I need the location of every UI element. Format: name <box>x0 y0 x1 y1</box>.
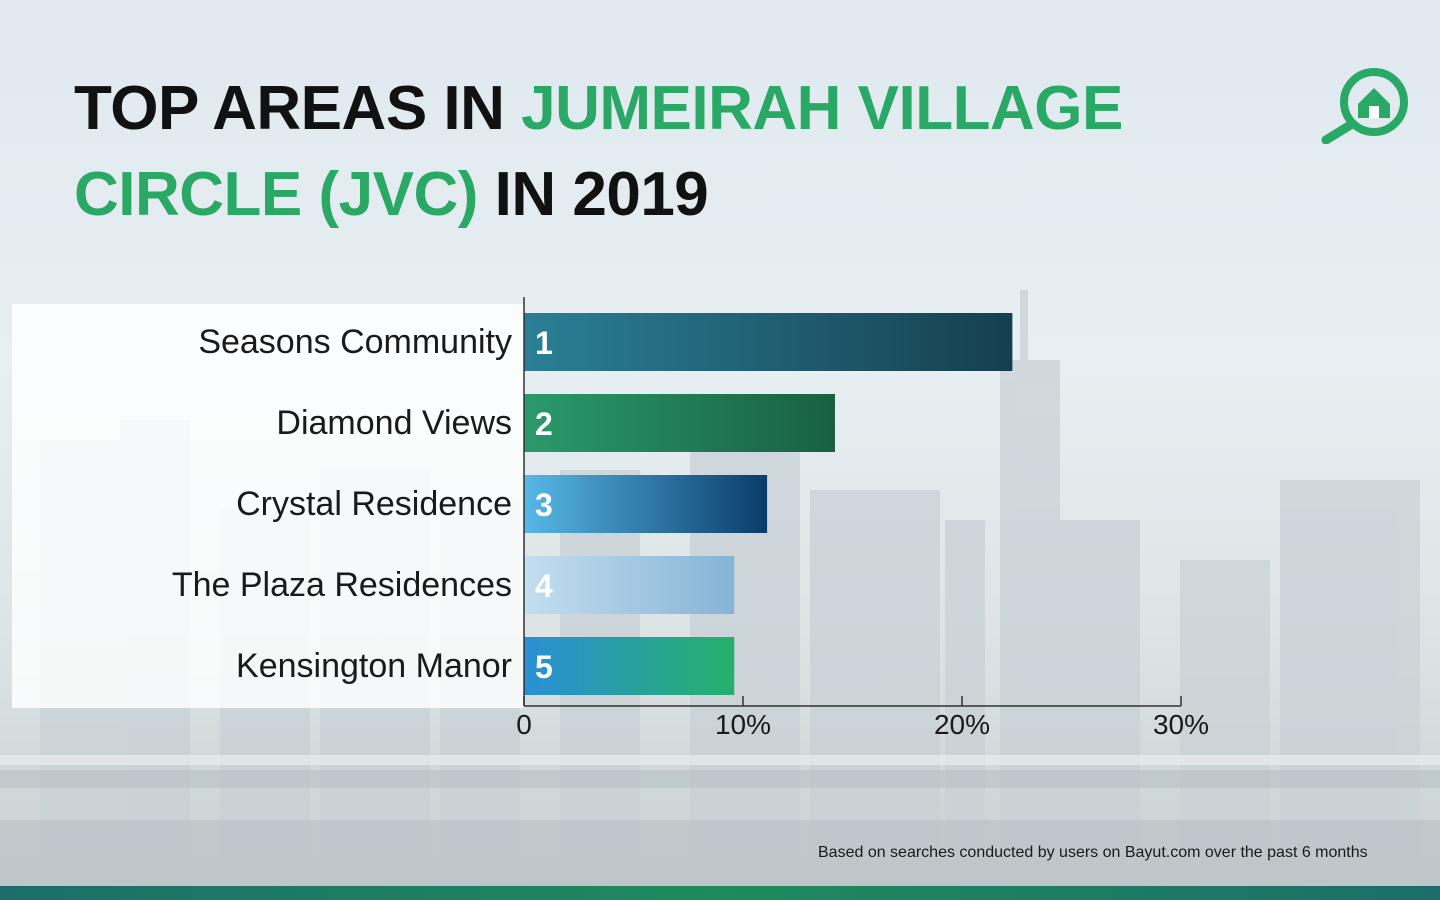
bar-rank-label: 2 <box>535 406 553 442</box>
footnote: Based on searches conducted by users on … <box>818 844 1368 861</box>
bar-4 <box>524 556 735 614</box>
axis-group: 0 10% 20% 30% <box>516 297 1209 740</box>
category-label: Crystal Residence <box>236 485 512 523</box>
bar-rank-label: 5 <box>535 649 553 685</box>
bar-rank-label: 1 <box>535 325 553 361</box>
x-tick-label: 30% <box>1153 709 1209 740</box>
bars-group: 1 Seasons Community 2 Diamond Views 3 Crystal… <box>172 313 1013 695</box>
title-part-4: IN 2019 <box>477 160 709 229</box>
x-tick-label: 20% <box>934 709 990 740</box>
category-label-panel <box>12 304 524 708</box>
title-part-1: TOP AREAS IN <box>74 74 522 143</box>
bottom-accent-bar <box>0 886 1440 900</box>
bar-3 <box>524 475 768 533</box>
title-part-3-highlight: CIRCLE (JVC) <box>74 160 478 229</box>
page-title: TOP AREAS IN JUMEIRAH VILLAGE CIRCLE (JVC… <box>74 66 1123 238</box>
bayut-logo-icon <box>1321 68 1408 144</box>
category-label: Seasons Community <box>198 323 512 361</box>
x-tick-label: 10% <box>715 709 771 740</box>
title-part-2-highlight: JUMEIRAH VILLAGE <box>521 74 1123 143</box>
bar-2 <box>524 394 835 452</box>
category-label: Diamond Views <box>276 404 512 442</box>
bar-1 <box>524 313 1013 371</box>
bar-rank-label: 4 <box>535 568 553 604</box>
category-label: The Plaza Residences <box>172 566 512 604</box>
bar-rank-label: 3 <box>535 487 553 523</box>
category-label: Kensington Manor <box>236 647 512 685</box>
x-tick-label: 0 <box>516 709 532 740</box>
bar-5 <box>524 637 735 695</box>
